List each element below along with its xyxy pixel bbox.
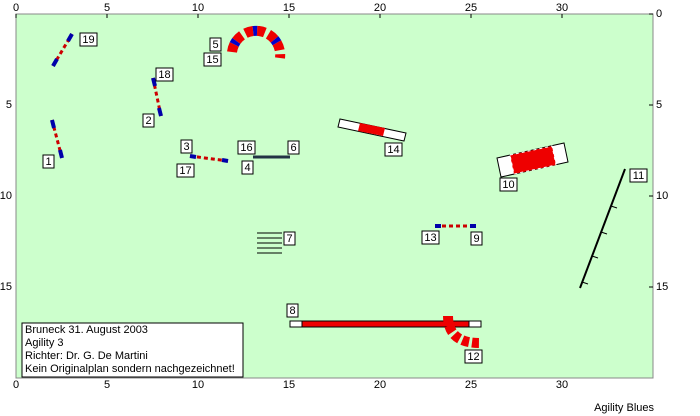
y-tick-label: 15 <box>656 281 668 293</box>
obstacle-label: 13 <box>421 230 440 245</box>
label-text: 15 <box>206 54 218 66</box>
obstacle-label: 14 <box>384 142 403 157</box>
label-text: 19 <box>82 34 94 46</box>
label-text: 12 <box>467 351 479 363</box>
label-box <box>180 139 193 154</box>
label-text: 10 <box>502 179 514 191</box>
label-text: 7 <box>286 233 292 245</box>
label-box <box>499 177 518 192</box>
obstacle-label: 11 <box>629 168 648 183</box>
obstacle-label: 7 <box>283 231 296 246</box>
x-tick-label: 10 <box>192 379 204 391</box>
obstacle-label: 12 <box>464 349 483 364</box>
info-line: Richter: Dr. G. De Martini <box>25 350 148 362</box>
x-tick-label: 20 <box>374 379 386 391</box>
y-tick-label: 10 <box>0 190 12 202</box>
footer: Agility Blues <box>594 402 654 414</box>
label-text: 4 <box>244 162 250 174</box>
label-box <box>209 37 222 52</box>
label-box <box>464 349 483 364</box>
info-line: Bruneck 31. August 2003 <box>25 324 148 336</box>
obstacle-label: 1 <box>42 154 55 169</box>
obstacle-label: 3 <box>180 139 193 154</box>
label-box <box>176 163 195 178</box>
obstacle-label: 18 <box>155 67 174 82</box>
label-box <box>287 140 300 155</box>
x-tick-label: 25 <box>465 2 477 14</box>
obstacle-label: 17 <box>176 163 195 178</box>
label-box <box>629 168 648 183</box>
x-tick-label: 25 <box>465 379 477 391</box>
label-box <box>237 140 256 155</box>
label-box <box>283 231 296 246</box>
label-box <box>142 113 155 128</box>
y-tick-label: 0 <box>656 8 662 20</box>
obstacle-label: 16 <box>237 140 256 155</box>
obstacle-label: 6 <box>287 140 300 155</box>
obstacle-label: 19 <box>79 32 98 47</box>
obstacle-label: 15 <box>203 52 222 67</box>
label-box <box>203 52 222 67</box>
obstacle-label: 10 <box>499 177 518 192</box>
label-text: 1 <box>45 156 51 168</box>
label-box <box>79 32 98 47</box>
x-tick-label: 10 <box>192 2 204 14</box>
label-text: 8 <box>289 305 295 317</box>
label-text: 6 <box>290 142 296 154</box>
x-tick-label: 5 <box>104 2 110 14</box>
obstacle-label: 2 <box>142 113 155 128</box>
field <box>15 13 654 379</box>
obstacle-label: 8 <box>286 303 299 318</box>
label-text: 16 <box>240 142 252 154</box>
label-box <box>42 154 55 169</box>
label-box <box>384 142 403 157</box>
label-box <box>286 303 299 318</box>
label-text: 11 <box>633 170 644 182</box>
label-text: 9 <box>473 233 479 245</box>
label-text: 14 <box>387 144 399 156</box>
label-text: 5 <box>212 39 218 51</box>
y-tick-label: 5 <box>656 99 662 111</box>
obstacle-label: 5 <box>209 37 222 52</box>
label-box <box>421 230 440 245</box>
x-tick-label: 15 <box>283 379 295 391</box>
label-text: 17 <box>179 165 191 177</box>
info-box <box>21 322 244 378</box>
info-line: Agility 3 <box>25 337 64 349</box>
label-text: 3 <box>183 141 189 153</box>
x-tick-label: 15 <box>283 2 295 14</box>
y-tick-label: 15 <box>0 281 12 293</box>
label-text: 13 <box>424 232 436 244</box>
obstacles <box>50 25 626 349</box>
x-tick-label: 0 <box>13 2 19 14</box>
info-line: Kein Originalplan sondern nachgezeichnet… <box>25 363 235 375</box>
x-tick-label: 30 <box>556 379 568 391</box>
label-box <box>241 160 254 175</box>
x-tick-label: 5 <box>104 379 110 391</box>
x-tick-label: 20 <box>374 2 386 14</box>
y-tick-label: 10 <box>656 190 668 202</box>
label-box <box>155 67 174 82</box>
obstacle-label: 9 <box>470 231 483 246</box>
label-text: 2 <box>145 115 151 127</box>
x-tick-label: 0 <box>13 379 19 391</box>
obstacle-label: 4 <box>241 160 254 175</box>
x-tick-label: 30 <box>556 2 568 14</box>
label-box <box>470 231 483 246</box>
y-tick-label: 5 <box>6 99 12 111</box>
label-text: 18 <box>158 69 170 81</box>
